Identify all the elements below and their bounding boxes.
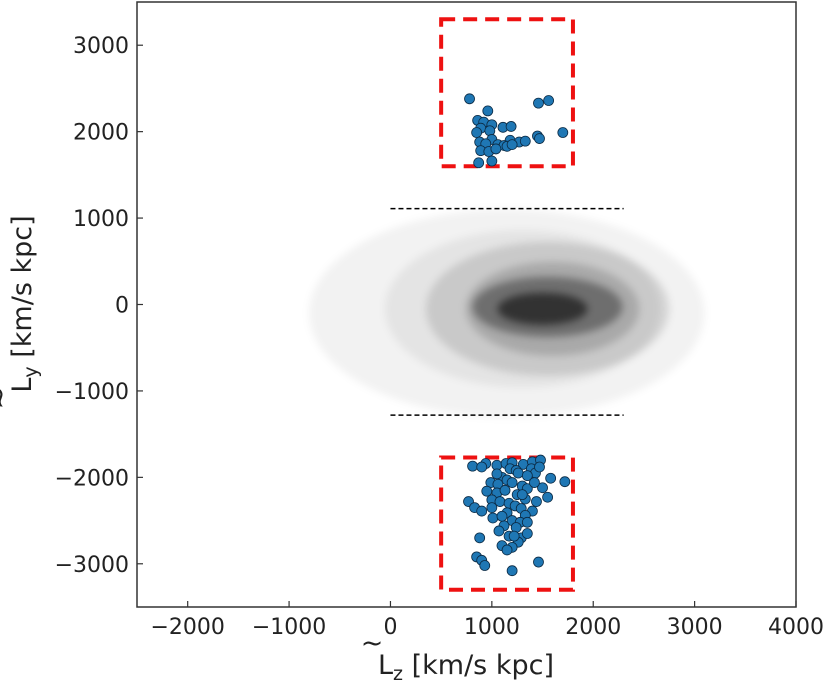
- data-point-upper-29: [486, 155, 498, 167]
- data-points: [463, 93, 571, 577]
- y-tick-label: 0: [115, 294, 129, 319]
- data-point-lower-2: [467, 460, 478, 472]
- y-tick-label: −3000: [55, 553, 129, 578]
- data-point-lower-41: [476, 505, 488, 517]
- data-point-upper-1: [464, 93, 475, 105]
- selection-box-1: [439, 17, 575, 169]
- data-point-upper-25: [506, 139, 518, 151]
- data-point-lower-70: [491, 468, 503, 480]
- data-point-lower-3: [476, 461, 488, 473]
- x-tick-label: 2000: [565, 615, 621, 640]
- y-axis-label: Ly [km/s kpc]: [7, 215, 42, 392]
- data-point-lower-67: [508, 530, 520, 542]
- x-axis-label-tilde: ~: [361, 628, 384, 659]
- data-point-lower-68: [521, 470, 533, 482]
- data-point-upper-30: [473, 157, 485, 169]
- x-axis-label-base: L: [378, 650, 393, 681]
- data-point-lower-31: [531, 496, 542, 507]
- data-point-lower-25: [537, 482, 548, 494]
- data-point-lower-32: [542, 491, 554, 503]
- y-axis-label-units: [km/s kpc]: [7, 215, 38, 366]
- data-point-lower-28: [499, 484, 511, 496]
- data-point-lower-69: [529, 477, 540, 488]
- density-core-peak: [497, 292, 588, 325]
- data-point-upper-13: [557, 127, 569, 138]
- data-point-lower-20: [506, 477, 518, 488]
- selection-boxes: [439, 17, 575, 592]
- y-tick-label: −2000: [55, 466, 129, 491]
- density-blur-group: [309, 209, 705, 417]
- data-point-lower-65: [486, 502, 498, 514]
- data-point-lower-61: [533, 556, 544, 568]
- data-point-lower-63: [506, 565, 518, 577]
- y-tick-label: 1000: [73, 207, 129, 232]
- reference-lines: [390, 207, 624, 416]
- y-tick-label: −1000: [55, 380, 129, 405]
- data-point-upper-11: [533, 97, 544, 109]
- y-axis-label-group: Ly [km/s kpc] ~: [0, 215, 42, 409]
- data-point-lower-47: [521, 516, 533, 528]
- y-tick-label: 2000: [73, 121, 129, 146]
- data-point-lower-26: [481, 485, 493, 497]
- x-axis-ticks: −2000 −1000 0 1000 2000 3000 4000: [150, 601, 824, 640]
- data-point-lower-15: [534, 461, 545, 473]
- data-point-lower-54: [474, 532, 486, 544]
- data-point-lower-53: [521, 528, 533, 539]
- x-axis-label-units: [km/s kpc]: [403, 650, 554, 681]
- y-axis-label-subscript: y: [20, 366, 42, 377]
- data-point-upper-8: [471, 127, 483, 138]
- x-axis-label: Lz [km/s kpc]: [378, 650, 554, 685]
- data-point-lower-64: [516, 489, 528, 501]
- data-point-upper-28: [490, 143, 502, 155]
- data-point-upper-12: [543, 95, 555, 106]
- data-point-lower-50: [493, 525, 505, 537]
- data-point-lower-58: [501, 544, 513, 556]
- data-point-upper-2: [482, 105, 494, 117]
- y-tick-label: 3000: [73, 34, 129, 59]
- y-axis-label-tilde: ~: [0, 387, 16, 410]
- y-axis-label-base: L: [7, 378, 38, 393]
- x-tick-label: 1000: [464, 615, 520, 640]
- data-point-lower-17: [559, 476, 571, 488]
- x-tick-label: 0: [383, 615, 397, 640]
- x-axis-label-subscript: z: [393, 663, 403, 685]
- data-point-upper-19: [519, 135, 531, 147]
- x-tick-label: 3000: [667, 615, 723, 640]
- data-point-lower-62: [479, 560, 491, 571]
- data-point-upper-15: [534, 133, 545, 144]
- x-tick-label: 4000: [768, 615, 824, 640]
- data-point-lower-44: [487, 512, 499, 524]
- x-tick-label: −2000: [150, 615, 224, 640]
- data-point-upper-10: [505, 121, 517, 132]
- data-point-lower-12: [512, 467, 524, 479]
- y-axis-ticks: −3000 −2000 −1000 0 1000 2000 3000: [55, 34, 143, 578]
- data-point-lower-16: [545, 472, 557, 484]
- x-tick-label: −1000: [252, 615, 326, 640]
- data-point-lower-66: [496, 510, 508, 522]
- background-density-histogram: [309, 209, 705, 417]
